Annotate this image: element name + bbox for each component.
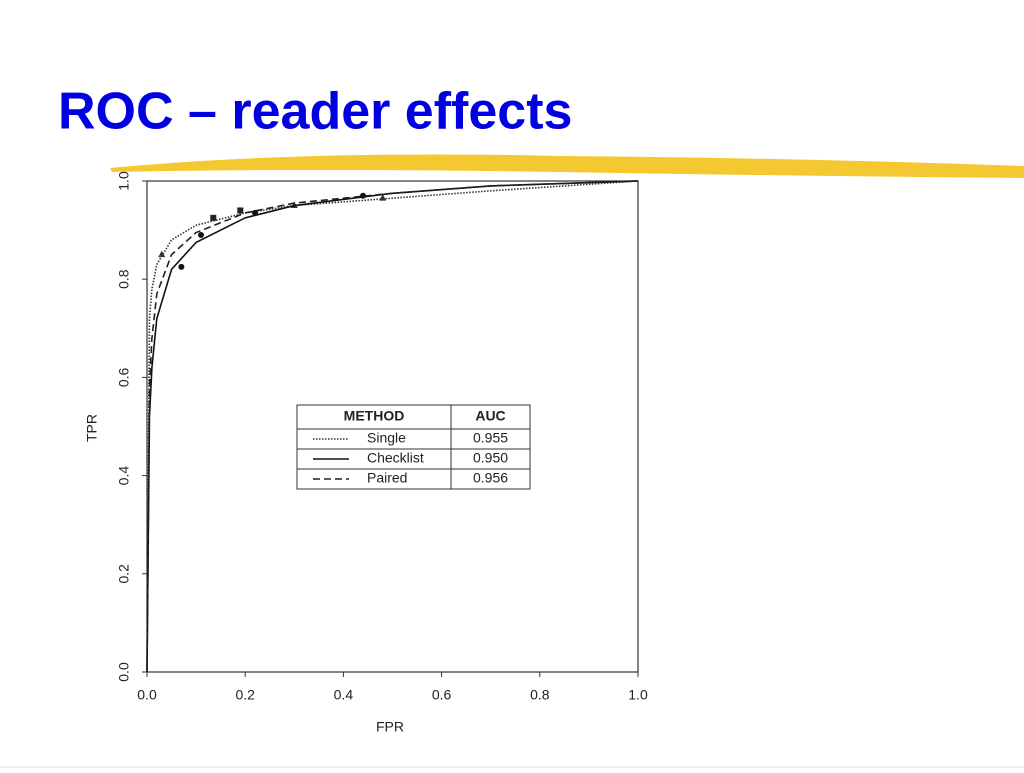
operating-point <box>178 263 185 270</box>
x-tick-label: 0.6 <box>432 687 452 703</box>
y-tick-label: 0.6 <box>116 367 132 387</box>
x-tick-label: 1.0 <box>628 687 648 703</box>
y-tick-label: 0.0 <box>116 662 132 682</box>
x-tick-label: 0.4 <box>334 687 354 703</box>
x-axis-label: FPR <box>376 719 404 735</box>
slide-title: ROC – reader effects <box>58 83 572 141</box>
roc-curve <box>146 180 639 673</box>
brush-stroke <box>110 154 1024 178</box>
operating-point <box>210 214 217 221</box>
legend-header: AUC <box>475 408 505 424</box>
legend-auc: 0.955 <box>473 430 508 446</box>
x-tick-label: 0.0 <box>137 687 157 703</box>
y-axis-label: TPR <box>84 414 100 442</box>
legend-auc: 0.956 <box>473 470 508 486</box>
operating-point <box>379 194 387 201</box>
legend-entry: Single <box>367 430 406 446</box>
plot-frame <box>146 180 639 673</box>
operating-point <box>198 232 205 239</box>
y-tick-label: 0.8 <box>116 269 132 289</box>
legend-entry: Checklist <box>367 450 424 466</box>
legend-entry: Paired <box>367 470 407 486</box>
y-tick-label: 1.0 <box>116 171 132 191</box>
legend-header: METHOD <box>344 408 405 424</box>
operating-point <box>237 207 244 214</box>
legend-auc: 0.950 <box>473 450 508 466</box>
x-tick-label: 0.8 <box>530 687 550 703</box>
operating-point <box>360 192 367 199</box>
operating-point <box>158 250 166 258</box>
x-tick-label: 0.2 <box>235 687 255 703</box>
roc-curve <box>146 180 639 673</box>
y-tick-label: 0.4 <box>116 466 132 486</box>
y-tick-label: 0.2 <box>116 564 132 584</box>
legend-box <box>296 404 531 490</box>
